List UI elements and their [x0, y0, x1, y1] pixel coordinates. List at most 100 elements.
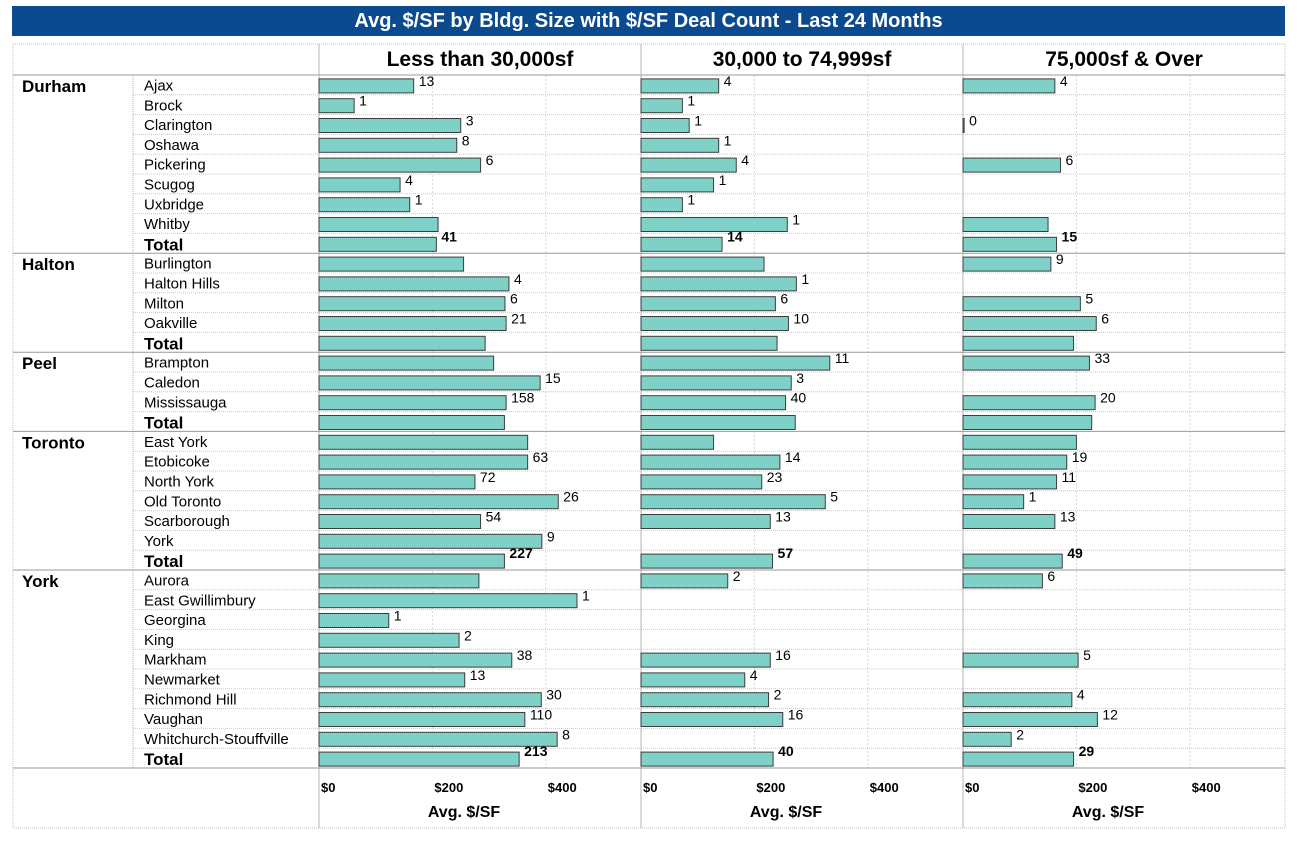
row-label: East York [144, 434, 208, 451]
data-label: 1 [792, 212, 800, 228]
column-header: 75,000sf & Over [1045, 48, 1203, 71]
data-label: 5 [830, 489, 838, 505]
bar [318, 454, 529, 470]
row-label: Milton [144, 295, 184, 312]
data-label: 3 [466, 113, 474, 129]
region-label: Halton [22, 255, 75, 274]
total-row-label: Total [144, 414, 183, 433]
data-label: 15 [545, 370, 561, 386]
tick-label: $400 [1192, 780, 1221, 795]
bar [640, 157, 737, 173]
data-label: 63 [533, 449, 549, 465]
bar [640, 217, 788, 232]
axis-label: Avg. $/SF [1072, 804, 1145, 821]
data-label: 6 [1101, 311, 1109, 327]
bar [318, 157, 482, 173]
bar [640, 236, 723, 252]
bar [318, 217, 439, 232]
data-label: 54 [486, 509, 502, 525]
data-label: 1 [719, 172, 727, 188]
data-label: 4 [405, 172, 413, 188]
bar [318, 236, 437, 252]
data-label: 21 [511, 311, 527, 327]
row-label: Vaughan [144, 711, 203, 728]
row-label: Oakville [144, 315, 197, 332]
row-label: Newmarket [144, 672, 221, 689]
axis-label: Avg. $/SF [428, 804, 501, 821]
bar [962, 395, 1096, 411]
column-header: Less than 30,000sf [387, 48, 575, 71]
data-label: 4 [514, 271, 522, 287]
row-label: Whitby [144, 216, 190, 233]
bar [640, 177, 715, 193]
bar [318, 375, 541, 391]
data-label: 2 [774, 687, 782, 703]
total-row-label: Total [144, 334, 183, 353]
data-label: 14 [727, 228, 743, 244]
data-label: 41 [441, 228, 457, 244]
bar [962, 316, 1097, 331]
row-label: King [144, 632, 174, 649]
row-label: Etobicoke [144, 454, 210, 471]
bar [318, 593, 578, 609]
tick-label: $0 [965, 780, 979, 795]
data-label: 9 [547, 528, 555, 544]
bar [962, 712, 1098, 727]
row-label: Scarborough [144, 513, 230, 530]
data-label: 49 [1067, 545, 1083, 561]
data-label: 158 [511, 390, 535, 406]
text-layer: Less than 30,000sf 30,000 to 74,999sf 75,0… [22, 48, 1221, 821]
bar [640, 672, 746, 688]
bar [318, 177, 401, 193]
bar [318, 514, 482, 529]
tick-label: $0 [643, 780, 657, 795]
data-label: 20 [1100, 390, 1116, 406]
tick-label: $200 [756, 780, 785, 795]
bar [640, 415, 796, 430]
bar [962, 494, 1025, 510]
chart-title: Avg. $/SF by Bldg. Size with $/SF Deal C… [12, 6, 1285, 36]
bar [318, 395, 507, 411]
row-label: York [144, 533, 174, 550]
data-label: 4 [1077, 687, 1085, 703]
bar [962, 296, 1081, 312]
row-label: Whitchurch-Stouffville [144, 731, 289, 748]
bar [318, 98, 355, 114]
data-label: 16 [775, 647, 791, 663]
row-label: Brock [144, 97, 183, 114]
row-label: Clarington [144, 117, 212, 134]
bar [962, 78, 1056, 94]
bar [962, 514, 1056, 529]
data-label: 1 [1029, 489, 1037, 505]
row-label: Oshawa [144, 137, 200, 154]
data-label: 26 [563, 489, 579, 505]
bar [318, 632, 460, 648]
data-label: 4 [1060, 73, 1068, 89]
axis-label: Avg. $/SF [750, 804, 823, 821]
bar [318, 613, 390, 628]
grid-layer [133, 75, 1285, 768]
bar [640, 454, 781, 470]
bar [640, 494, 826, 510]
tick-label: $200 [434, 780, 463, 795]
data-label: 1 [394, 608, 402, 624]
total-row-label: Total [144, 235, 183, 254]
row-label: Georgina [144, 612, 206, 629]
bar [640, 474, 763, 490]
data-label: 13 [775, 509, 791, 525]
data-label: 2 [733, 568, 741, 584]
region-label: Toronto [22, 433, 85, 452]
data-label: 11 [1062, 469, 1077, 485]
bar [962, 652, 1079, 668]
bar [640, 692, 770, 708]
data-label: 5 [1085, 291, 1093, 307]
data-label: 72 [480, 469, 496, 485]
data-label: 15 [1062, 228, 1078, 244]
data-label: 1 [724, 132, 732, 148]
data-label: 5 [1083, 647, 1091, 663]
data-label: 6 [780, 291, 788, 307]
bar [318, 118, 462, 133]
bar [640, 712, 784, 727]
bar [640, 316, 789, 331]
